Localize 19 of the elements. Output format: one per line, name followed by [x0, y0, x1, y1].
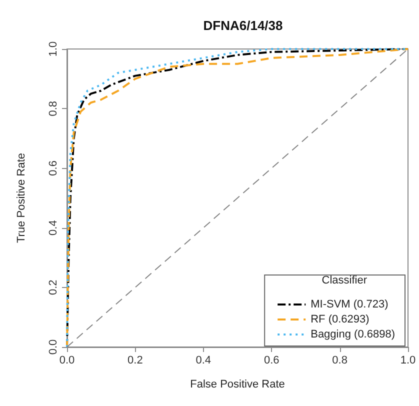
y-tick-label: 0.4 — [48, 220, 60, 236]
x-tick-label: 0.8 — [332, 354, 348, 366]
y-tick-label: 1.0 — [48, 41, 60, 57]
x-tick-label: 0.2 — [128, 354, 143, 366]
x-tick-label: 1.0 — [400, 354, 416, 366]
x-tick-label: 0.4 — [196, 354, 212, 366]
chart-title: DFNA6/14/38 — [203, 18, 283, 33]
legend-label: RF (0.6293) — [310, 314, 370, 326]
y-tick-label: 0.2 — [48, 280, 60, 296]
x-tick-label: 0.6 — [264, 354, 280, 366]
x-axis-title: False Positive Rate — [190, 378, 285, 390]
y-tick-label: 0.6 — [48, 160, 60, 176]
y-axis-title: True Positive Rate — [16, 152, 28, 244]
legend-label: Bagging (0.6898) — [310, 328, 396, 340]
legend-label: MI-SVM (0.723) — [310, 298, 388, 310]
x-tick-label: 0.0 — [59, 354, 75, 366]
legend-title: Classifier — [322, 274, 368, 286]
y-tick-label: 0.8 — [48, 100, 60, 116]
y-tick-label: 0.0 — [48, 339, 60, 355]
